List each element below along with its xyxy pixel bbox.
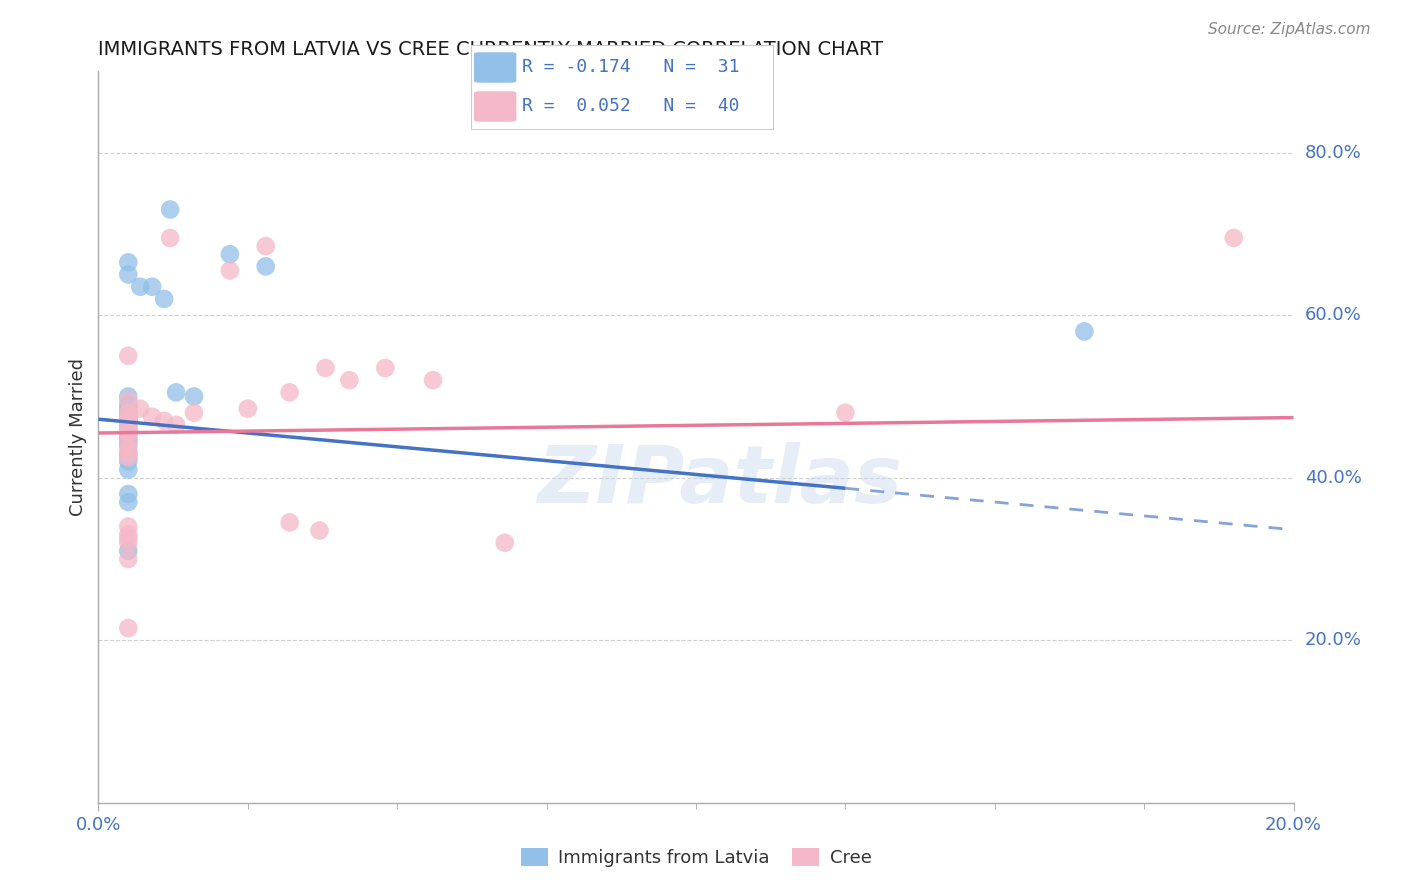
Point xyxy=(117,401,139,416)
Point xyxy=(117,454,139,468)
Point xyxy=(117,535,139,549)
Point xyxy=(117,409,139,424)
Point xyxy=(183,406,205,420)
Point xyxy=(117,438,139,452)
Point xyxy=(117,422,139,436)
Point xyxy=(219,247,242,261)
Point xyxy=(159,231,181,245)
Point xyxy=(339,373,361,387)
Text: 60.0%: 60.0% xyxy=(1305,306,1361,324)
Point xyxy=(834,406,856,420)
Point xyxy=(129,279,152,293)
Text: R = -0.174   N =  31: R = -0.174 N = 31 xyxy=(523,59,740,77)
Point xyxy=(117,417,139,432)
FancyBboxPatch shape xyxy=(474,53,516,83)
Point xyxy=(117,414,139,428)
Point xyxy=(117,425,139,440)
Point xyxy=(153,414,176,428)
Point xyxy=(117,446,139,460)
Text: 20.0%: 20.0% xyxy=(1305,632,1361,649)
Point xyxy=(165,385,187,400)
Point xyxy=(117,255,139,269)
Point xyxy=(117,621,139,635)
Point xyxy=(315,361,337,376)
Point xyxy=(308,524,330,538)
Point xyxy=(117,414,139,428)
Point xyxy=(117,406,139,420)
Point xyxy=(117,442,139,457)
Point xyxy=(117,393,139,408)
Point xyxy=(117,422,139,436)
Text: R =  0.052   N =  40: R = 0.052 N = 40 xyxy=(523,97,740,115)
Point xyxy=(117,552,139,566)
Text: ZIPatlas: ZIPatlas xyxy=(537,442,903,520)
Point xyxy=(219,263,242,277)
Point xyxy=(117,430,139,444)
Point xyxy=(117,422,139,436)
Point xyxy=(117,487,139,501)
Text: Source: ZipAtlas.com: Source: ZipAtlas.com xyxy=(1208,22,1371,37)
Point xyxy=(1223,231,1246,245)
Point xyxy=(117,414,139,428)
Point xyxy=(117,406,139,420)
Point xyxy=(117,425,139,440)
Point xyxy=(153,292,176,306)
Point xyxy=(165,417,187,432)
Text: 80.0%: 80.0% xyxy=(1305,144,1361,161)
Point xyxy=(117,462,139,476)
Point xyxy=(117,349,139,363)
Point xyxy=(117,425,139,440)
Point xyxy=(141,409,163,424)
Point xyxy=(141,279,163,293)
Point xyxy=(254,239,277,253)
Point xyxy=(494,535,516,549)
Point xyxy=(159,202,181,217)
Point xyxy=(422,373,444,387)
Point xyxy=(117,434,139,449)
Point xyxy=(117,495,139,509)
Text: 40.0%: 40.0% xyxy=(1305,468,1361,487)
Point xyxy=(117,389,139,403)
Point xyxy=(117,414,139,428)
Y-axis label: Currently Married: Currently Married xyxy=(69,358,87,516)
FancyBboxPatch shape xyxy=(474,91,516,121)
Text: IMMIGRANTS FROM LATVIA VS CREE CURRENTLY MARRIED CORRELATION CHART: IMMIGRANTS FROM LATVIA VS CREE CURRENTLY… xyxy=(98,39,883,59)
Point xyxy=(117,544,139,558)
Point xyxy=(117,434,139,449)
Point xyxy=(117,398,139,412)
Point xyxy=(117,527,139,541)
Point xyxy=(117,532,139,546)
Point xyxy=(117,450,139,465)
Point xyxy=(374,361,396,376)
Point xyxy=(117,268,139,282)
Point xyxy=(278,385,301,400)
Point xyxy=(278,516,301,530)
Point xyxy=(117,446,139,460)
Point xyxy=(254,260,277,274)
Point xyxy=(117,450,139,465)
Point xyxy=(1073,325,1095,339)
Point xyxy=(183,389,205,403)
Legend: Immigrants from Latvia, Cree: Immigrants from Latvia, Cree xyxy=(513,841,879,874)
Point xyxy=(129,401,152,416)
Point xyxy=(117,406,139,420)
Point xyxy=(117,519,139,533)
Point xyxy=(117,409,139,424)
Point xyxy=(236,401,259,416)
